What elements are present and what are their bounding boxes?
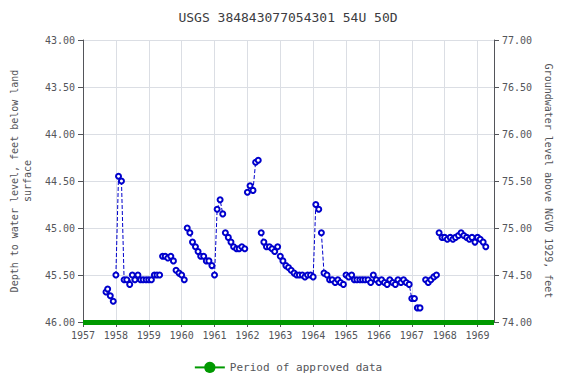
svg-text:45.00: 45.00 bbox=[45, 223, 75, 234]
svg-text:74.50: 74.50 bbox=[502, 270, 532, 281]
svg-text:Depth to water level, feet bel: Depth to water level, feet below land bbox=[9, 70, 20, 293]
svg-text:1967: 1967 bbox=[400, 330, 424, 341]
svg-text:77.00: 77.00 bbox=[502, 35, 532, 46]
svg-text:USGS 384843077054301 54U 50D: USGS 384843077054301 54U 50D bbox=[178, 10, 397, 25]
svg-text:76.50: 76.50 bbox=[502, 82, 532, 93]
svg-text:44.50: 44.50 bbox=[45, 176, 75, 187]
svg-text:surface: surface bbox=[22, 160, 33, 202]
svg-text:1961: 1961 bbox=[202, 330, 226, 341]
svg-text:1959: 1959 bbox=[137, 330, 161, 341]
svg-text:1962: 1962 bbox=[235, 330, 259, 341]
svg-text:1964: 1964 bbox=[301, 330, 325, 341]
svg-text:43.00: 43.00 bbox=[45, 35, 75, 46]
svg-text:44.00: 44.00 bbox=[45, 129, 75, 140]
svg-text:1957: 1957 bbox=[71, 330, 95, 341]
svg-text:74.00: 74.00 bbox=[502, 317, 532, 328]
svg-text:Period of approved data: Period of approved data bbox=[230, 361, 382, 374]
svg-text:75.00: 75.00 bbox=[502, 223, 532, 234]
svg-text:1968: 1968 bbox=[433, 330, 457, 341]
svg-text:1960: 1960 bbox=[170, 330, 194, 341]
svg-text:46.00: 46.00 bbox=[45, 317, 75, 328]
svg-text:43.50: 43.50 bbox=[45, 82, 75, 93]
svg-text:76.00: 76.00 bbox=[502, 129, 532, 140]
svg-text:75.50: 75.50 bbox=[502, 176, 532, 187]
svg-text:45.50: 45.50 bbox=[45, 270, 75, 281]
svg-text:1969: 1969 bbox=[466, 330, 490, 341]
svg-text:1958: 1958 bbox=[104, 330, 128, 341]
svg-text:1966: 1966 bbox=[367, 330, 391, 341]
svg-text:1963: 1963 bbox=[268, 330, 292, 341]
svg-text:Groundwater level above NGVD 1: Groundwater level above NGVD 1929, feet bbox=[543, 64, 554, 299]
svg-text:1965: 1965 bbox=[334, 330, 358, 341]
